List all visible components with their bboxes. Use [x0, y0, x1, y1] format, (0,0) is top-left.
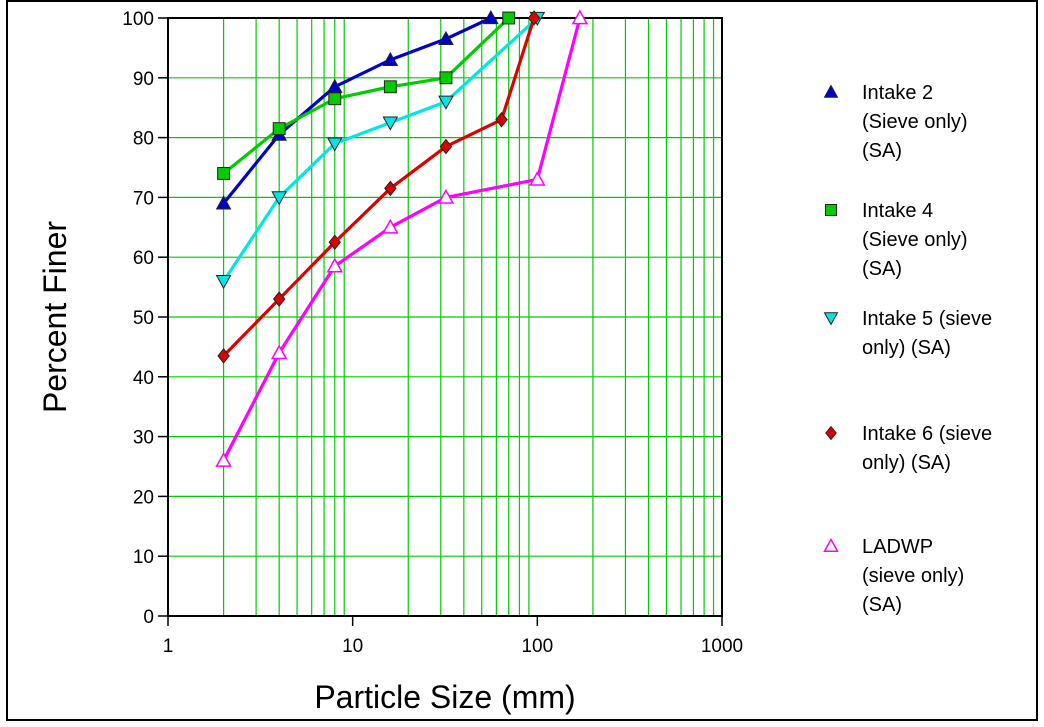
data-point: [437, 188, 455, 204]
x-axis-label: Particle Size (mm): [314, 679, 575, 715]
legend-label: Intake 2: [862, 82, 933, 104]
data-point: [502, 11, 516, 25]
legend-marker: [823, 84, 839, 98]
data-point: [217, 167, 231, 180]
series-line: [222, 16, 510, 175]
data-point: [529, 170, 546, 186]
data-point: [439, 138, 453, 155]
legend-entry: Intake 5 (sieve only) (SA): [823, 308, 992, 359]
data-point: [217, 348, 230, 364]
y-tick-label: 50: [133, 308, 154, 329]
legend-entry: Intake 6 (sieve only) (SA): [825, 423, 992, 474]
legend-label: only) (SA): [862, 337, 951, 359]
data-point: [382, 116, 399, 131]
data-point: [271, 191, 288, 206]
legend-label: (SA): [862, 140, 902, 162]
data-point: [326, 257, 344, 273]
data-point: [272, 291, 286, 307]
data-point: [495, 111, 508, 128]
data-point: [438, 30, 454, 46]
legend-label: (sieve only): [862, 565, 964, 587]
data-point: [328, 234, 342, 251]
data-point: [527, 10, 541, 26]
grid: [168, 18, 722, 616]
data-point: [439, 71, 453, 85]
legend-marker: [825, 425, 837, 441]
data-point: [215, 451, 232, 467]
series-line: [222, 16, 492, 205]
series-line: [222, 16, 539, 283]
x-tick-label: 10: [342, 636, 363, 657]
y-tick-label: 10: [133, 547, 154, 568]
legend-entry: LADWP (sieve only) (SA): [823, 536, 964, 616]
data-point: [438, 95, 454, 110]
legend-label: only) (SA): [862, 452, 951, 474]
data-point: [270, 344, 288, 360]
data-point: [382, 218, 399, 234]
legend-label: (Sieve only): [862, 229, 968, 251]
legend-marker: [823, 537, 839, 552]
y-tick-label: 30: [133, 428, 154, 449]
series-1: [215, 9, 499, 210]
data-point: [215, 195, 232, 210]
y-tick-label: 100: [122, 9, 154, 30]
data-point: [326, 137, 343, 152]
y-tick-label: 60: [133, 248, 154, 269]
data-point: [328, 92, 342, 106]
y-tick-label: 80: [133, 129, 154, 150]
legend-marker: [823, 312, 839, 326]
data-point: [482, 9, 499, 25]
legend-entry: Intake 4 (Sieve only) (SA): [824, 200, 968, 280]
chart-frame: [6, 0, 1038, 721]
x-tick-label: 1000: [701, 636, 743, 657]
y-axis-label: Percent Finer: [37, 221, 73, 413]
series-2: [217, 11, 516, 180]
x-tick-label: 1: [163, 636, 174, 657]
data-point: [571, 9, 589, 25]
legend-label: (Sieve only): [862, 111, 968, 133]
legend-label: LADWP: [862, 536, 933, 558]
y-tick-label: 20: [133, 487, 154, 508]
series-5: [215, 9, 589, 467]
data-point: [215, 275, 232, 290]
legend-marker: [824, 203, 838, 217]
series-3: [215, 11, 546, 290]
y-tick-label: 90: [133, 69, 154, 90]
data-point: [382, 51, 399, 66]
data-point: [383, 80, 397, 94]
data-point: [272, 122, 286, 136]
x-tick-label: 100: [521, 636, 553, 657]
legend-label: Intake 6 (sieve: [862, 423, 992, 445]
y-tick-label: 70: [133, 188, 154, 209]
legend-label: (SA): [862, 594, 902, 616]
y-tick-label: 40: [133, 368, 154, 389]
series-group: [215, 9, 589, 467]
legend-label: Intake 5 (sieve: [862, 308, 992, 330]
y-tick-label: 0: [143, 607, 154, 628]
legend: Intake 2 (Sieve only) (SA) Intake 4 (Sieve o…: [823, 82, 992, 616]
series-line: [222, 17, 536, 357]
legend-label: Intake 4: [862, 200, 933, 222]
data-point: [384, 180, 397, 197]
legend-label: (SA): [862, 258, 902, 280]
series-4: [217, 10, 541, 364]
legend-entry: Intake 2 (Sieve only) (SA): [823, 82, 968, 162]
